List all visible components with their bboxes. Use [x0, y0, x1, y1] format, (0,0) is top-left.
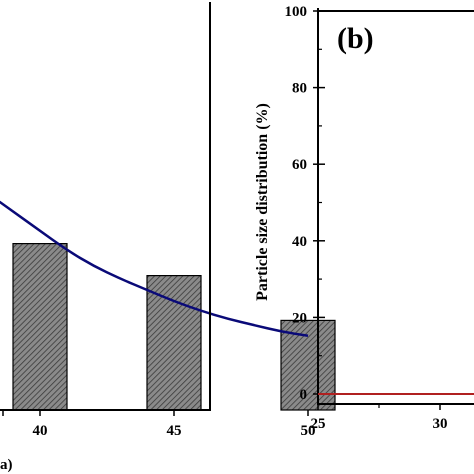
panel-b-plot: 0 20 40 60 80 100 25 30 (b) Particle size dist… — [254, 4, 474, 432]
panel-b-y-ticks: 0 20 40 60 80 100 — [285, 4, 325, 403]
panel-b-y-tick-label-2: 40 — [292, 234, 307, 250]
panel-b-x-tick-label-1: 30 — [433, 416, 448, 432]
panel-b-y-tick-label-4: 80 — [292, 81, 307, 97]
panel-b-y-tick-label-0: 0 — [300, 387, 308, 403]
panel-a-fit-curve — [0, 200, 309, 337]
panel-a-xlabel-fragment: a) — [0, 457, 13, 473]
panel-a-bar-0 — [12, 243, 68, 411]
panel-b-y-tick-label-3: 60 — [292, 157, 307, 173]
panel-b-x-tick-label-0: 25 — [311, 416, 326, 432]
panel-a-x-tick-label-2: 50 — [301, 423, 316, 439]
panel-b-y-tick-label-1: 20 — [292, 310, 307, 326]
panel-a-bar-1 — [146, 275, 202, 411]
panel-a-x-tick-label-1: 45 — [167, 423, 182, 439]
panel-b-ylabel: Particle size distribution (%) — [254, 103, 271, 301]
panel-b-y-tick-label-5: 100 — [285, 4, 308, 20]
panel-a-x-tick-label-0: 40 — [33, 423, 48, 439]
panel-a-bars — [12, 243, 336, 411]
panel-a-plot: 40 45 50 a) — [0, 2, 336, 473]
panel-b-title: (b) — [337, 22, 374, 55]
panel-a-x-ticks: 40 45 50 — [2, 410, 316, 439]
panel-b-x-ticks: 25 30 — [311, 404, 448, 432]
